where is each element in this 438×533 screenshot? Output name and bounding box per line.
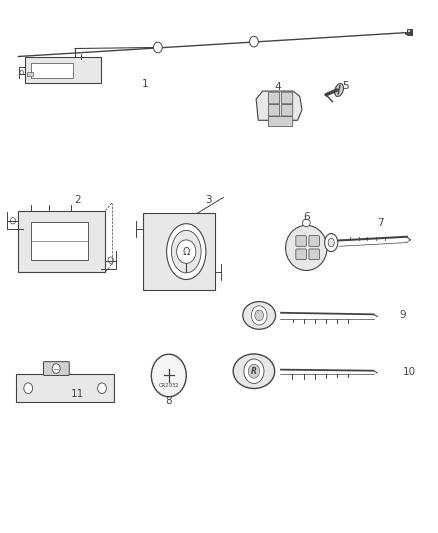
Circle shape bbox=[98, 383, 106, 393]
Circle shape bbox=[151, 354, 186, 397]
Ellipse shape bbox=[243, 302, 276, 329]
Text: 10: 10 bbox=[403, 367, 416, 377]
Ellipse shape bbox=[328, 238, 334, 247]
FancyBboxPatch shape bbox=[282, 92, 293, 104]
Circle shape bbox=[20, 70, 23, 75]
FancyBboxPatch shape bbox=[309, 236, 319, 246]
Circle shape bbox=[250, 36, 258, 47]
Ellipse shape bbox=[166, 224, 206, 279]
Ellipse shape bbox=[325, 233, 338, 252]
Circle shape bbox=[11, 217, 15, 224]
Text: Ω: Ω bbox=[183, 247, 190, 256]
Text: 6: 6 bbox=[303, 212, 310, 222]
Circle shape bbox=[177, 240, 196, 263]
FancyBboxPatch shape bbox=[309, 249, 319, 260]
Circle shape bbox=[153, 42, 162, 53]
FancyBboxPatch shape bbox=[268, 104, 280, 116]
Text: CR2032: CR2032 bbox=[159, 383, 179, 388]
FancyBboxPatch shape bbox=[16, 374, 114, 402]
FancyBboxPatch shape bbox=[31, 222, 88, 260]
FancyBboxPatch shape bbox=[296, 249, 306, 260]
Ellipse shape bbox=[302, 219, 310, 227]
Polygon shape bbox=[27, 72, 33, 76]
Text: 9: 9 bbox=[399, 310, 406, 320]
Polygon shape bbox=[25, 56, 101, 83]
FancyBboxPatch shape bbox=[282, 104, 293, 116]
FancyBboxPatch shape bbox=[268, 117, 293, 127]
Circle shape bbox=[108, 257, 113, 263]
FancyBboxPatch shape bbox=[268, 92, 280, 104]
Circle shape bbox=[244, 359, 264, 383]
Text: 5: 5 bbox=[343, 81, 349, 91]
Polygon shape bbox=[31, 63, 73, 78]
Text: 11: 11 bbox=[71, 389, 84, 399]
Ellipse shape bbox=[233, 354, 275, 389]
Circle shape bbox=[24, 383, 32, 393]
FancyBboxPatch shape bbox=[296, 236, 306, 246]
Circle shape bbox=[255, 310, 264, 321]
FancyBboxPatch shape bbox=[18, 211, 106, 272]
FancyBboxPatch shape bbox=[143, 213, 215, 290]
Circle shape bbox=[52, 364, 60, 373]
Text: 3: 3 bbox=[205, 195, 212, 205]
Text: 8: 8 bbox=[166, 396, 172, 406]
Text: R: R bbox=[251, 367, 257, 376]
Ellipse shape bbox=[171, 230, 201, 273]
Polygon shape bbox=[256, 91, 302, 120]
FancyBboxPatch shape bbox=[407, 29, 412, 35]
Circle shape bbox=[248, 365, 260, 378]
Text: 7: 7 bbox=[377, 218, 384, 228]
Ellipse shape bbox=[335, 84, 343, 96]
Text: 1: 1 bbox=[141, 79, 148, 89]
Ellipse shape bbox=[286, 225, 327, 270]
Circle shape bbox=[251, 306, 267, 325]
Text: 4: 4 bbox=[275, 82, 281, 92]
FancyBboxPatch shape bbox=[43, 362, 69, 375]
Text: 2: 2 bbox=[74, 195, 81, 205]
